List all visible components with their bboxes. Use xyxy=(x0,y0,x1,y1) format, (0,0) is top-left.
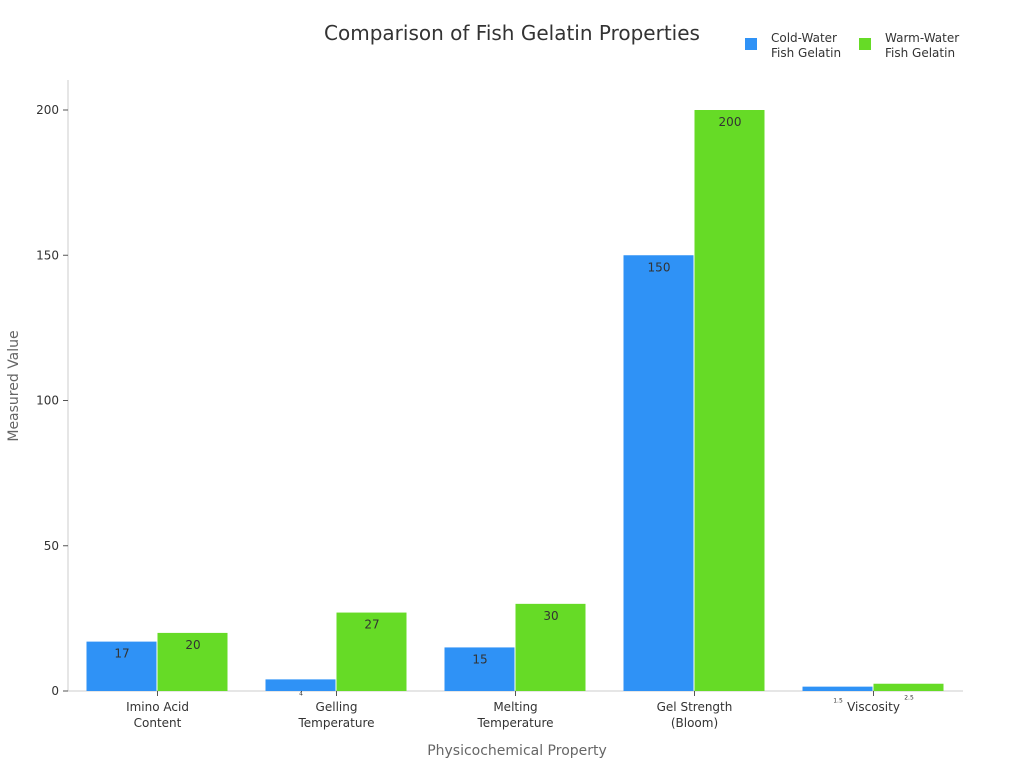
legend-swatch xyxy=(859,38,871,50)
y-tick-label: 200 xyxy=(36,103,59,117)
x-tick-label: Gel Strength xyxy=(657,700,733,714)
y-tick-label: 50 xyxy=(44,539,59,553)
x-tick-label: Gelling xyxy=(316,700,358,714)
data-label: 150 xyxy=(648,260,671,274)
legend-label: Warm-Water xyxy=(885,31,959,45)
data-label: 200 xyxy=(719,115,742,129)
data-label: 2.5 xyxy=(904,695,914,702)
x-tick-label: Imino Acid xyxy=(126,700,189,714)
bar xyxy=(623,255,694,691)
bar xyxy=(873,683,944,691)
data-label: 27 xyxy=(364,618,379,632)
y-tick-label: 0 xyxy=(51,684,59,698)
x-tick-label: Viscosity xyxy=(847,700,900,714)
x-tick-label: Temperature xyxy=(476,716,553,730)
x-axis-label: Physicochemical Property xyxy=(427,743,607,759)
data-label: 17 xyxy=(114,647,129,661)
y-tick-label: 150 xyxy=(36,248,59,262)
bar xyxy=(265,679,336,691)
data-label: 20 xyxy=(185,638,200,652)
legend-label: Fish Gelatin xyxy=(771,46,841,60)
data-label: 15 xyxy=(472,652,487,666)
data-label: 1.5 xyxy=(833,698,843,705)
x-tick-label: Content xyxy=(134,716,182,730)
bar xyxy=(157,632,228,691)
bar xyxy=(444,647,515,691)
data-label: 4 xyxy=(299,690,303,697)
y-axis-label: Measured Value xyxy=(6,330,22,441)
y-tick-label: 100 xyxy=(36,394,59,408)
x-tick-label: (Bloom) xyxy=(671,716,718,730)
bar xyxy=(802,686,873,691)
legend-label: Fish Gelatin xyxy=(885,46,955,60)
data-label: 30 xyxy=(543,609,558,623)
chart-title: Comparison of Fish Gelatin Properties xyxy=(324,21,700,45)
bar xyxy=(515,603,586,691)
legend-label: Cold-Water xyxy=(771,31,837,45)
bar xyxy=(336,612,407,691)
legend-swatch xyxy=(745,38,757,50)
x-tick-label: Melting xyxy=(493,700,537,714)
bar xyxy=(86,641,157,691)
bar xyxy=(694,110,765,691)
x-tick-label: Temperature xyxy=(297,716,374,730)
